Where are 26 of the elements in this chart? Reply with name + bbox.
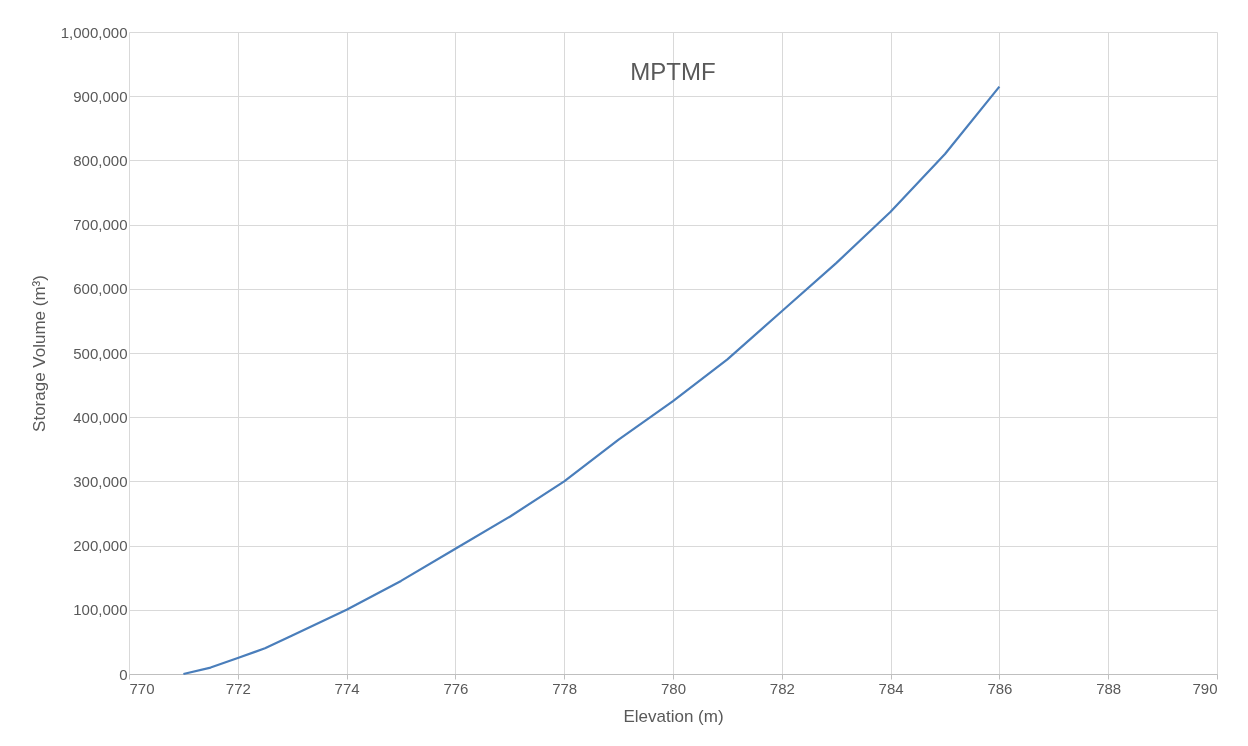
text: MPTMF [630,58,716,85]
x-tick-label: 786 [987,679,1013,697]
y-tick-label: 700,000 [73,216,128,234]
x-tick-label: 790 [1192,679,1218,697]
x-tick-label: 772 [225,679,251,697]
line-series [182,85,1001,676]
y-tick-label: 600,000 [73,280,128,298]
y-tick-label: 1,000,000 [60,23,128,41]
y-tick-label: 100,000 [73,601,128,619]
y-tick-label: 500,000 [73,344,128,362]
x-tick-label: 788 [1096,679,1122,697]
y-tick-label: 200,000 [73,537,128,555]
y-tick-label: 900,000 [73,87,128,105]
y-tick-label: 0 [119,665,128,683]
y-axis-title: Storage Volume (m³) [29,275,49,432]
x-tick-label: 778 [552,679,578,697]
x-tick-label: 780 [660,679,687,697]
y-tick-label: 400,000 [73,408,128,426]
x-tick-label: 774 [334,679,360,697]
x-tick-label: 770 [129,679,155,697]
y-tick-label: 800,000 [73,151,128,169]
x-tick-label: 784 [878,679,904,697]
y-tick-label: 300,000 [73,472,128,490]
x-tick-label: 776 [443,679,469,697]
x-tick-label: 782 [769,679,795,697]
x-axis-title: Elevation (m) [623,706,724,726]
